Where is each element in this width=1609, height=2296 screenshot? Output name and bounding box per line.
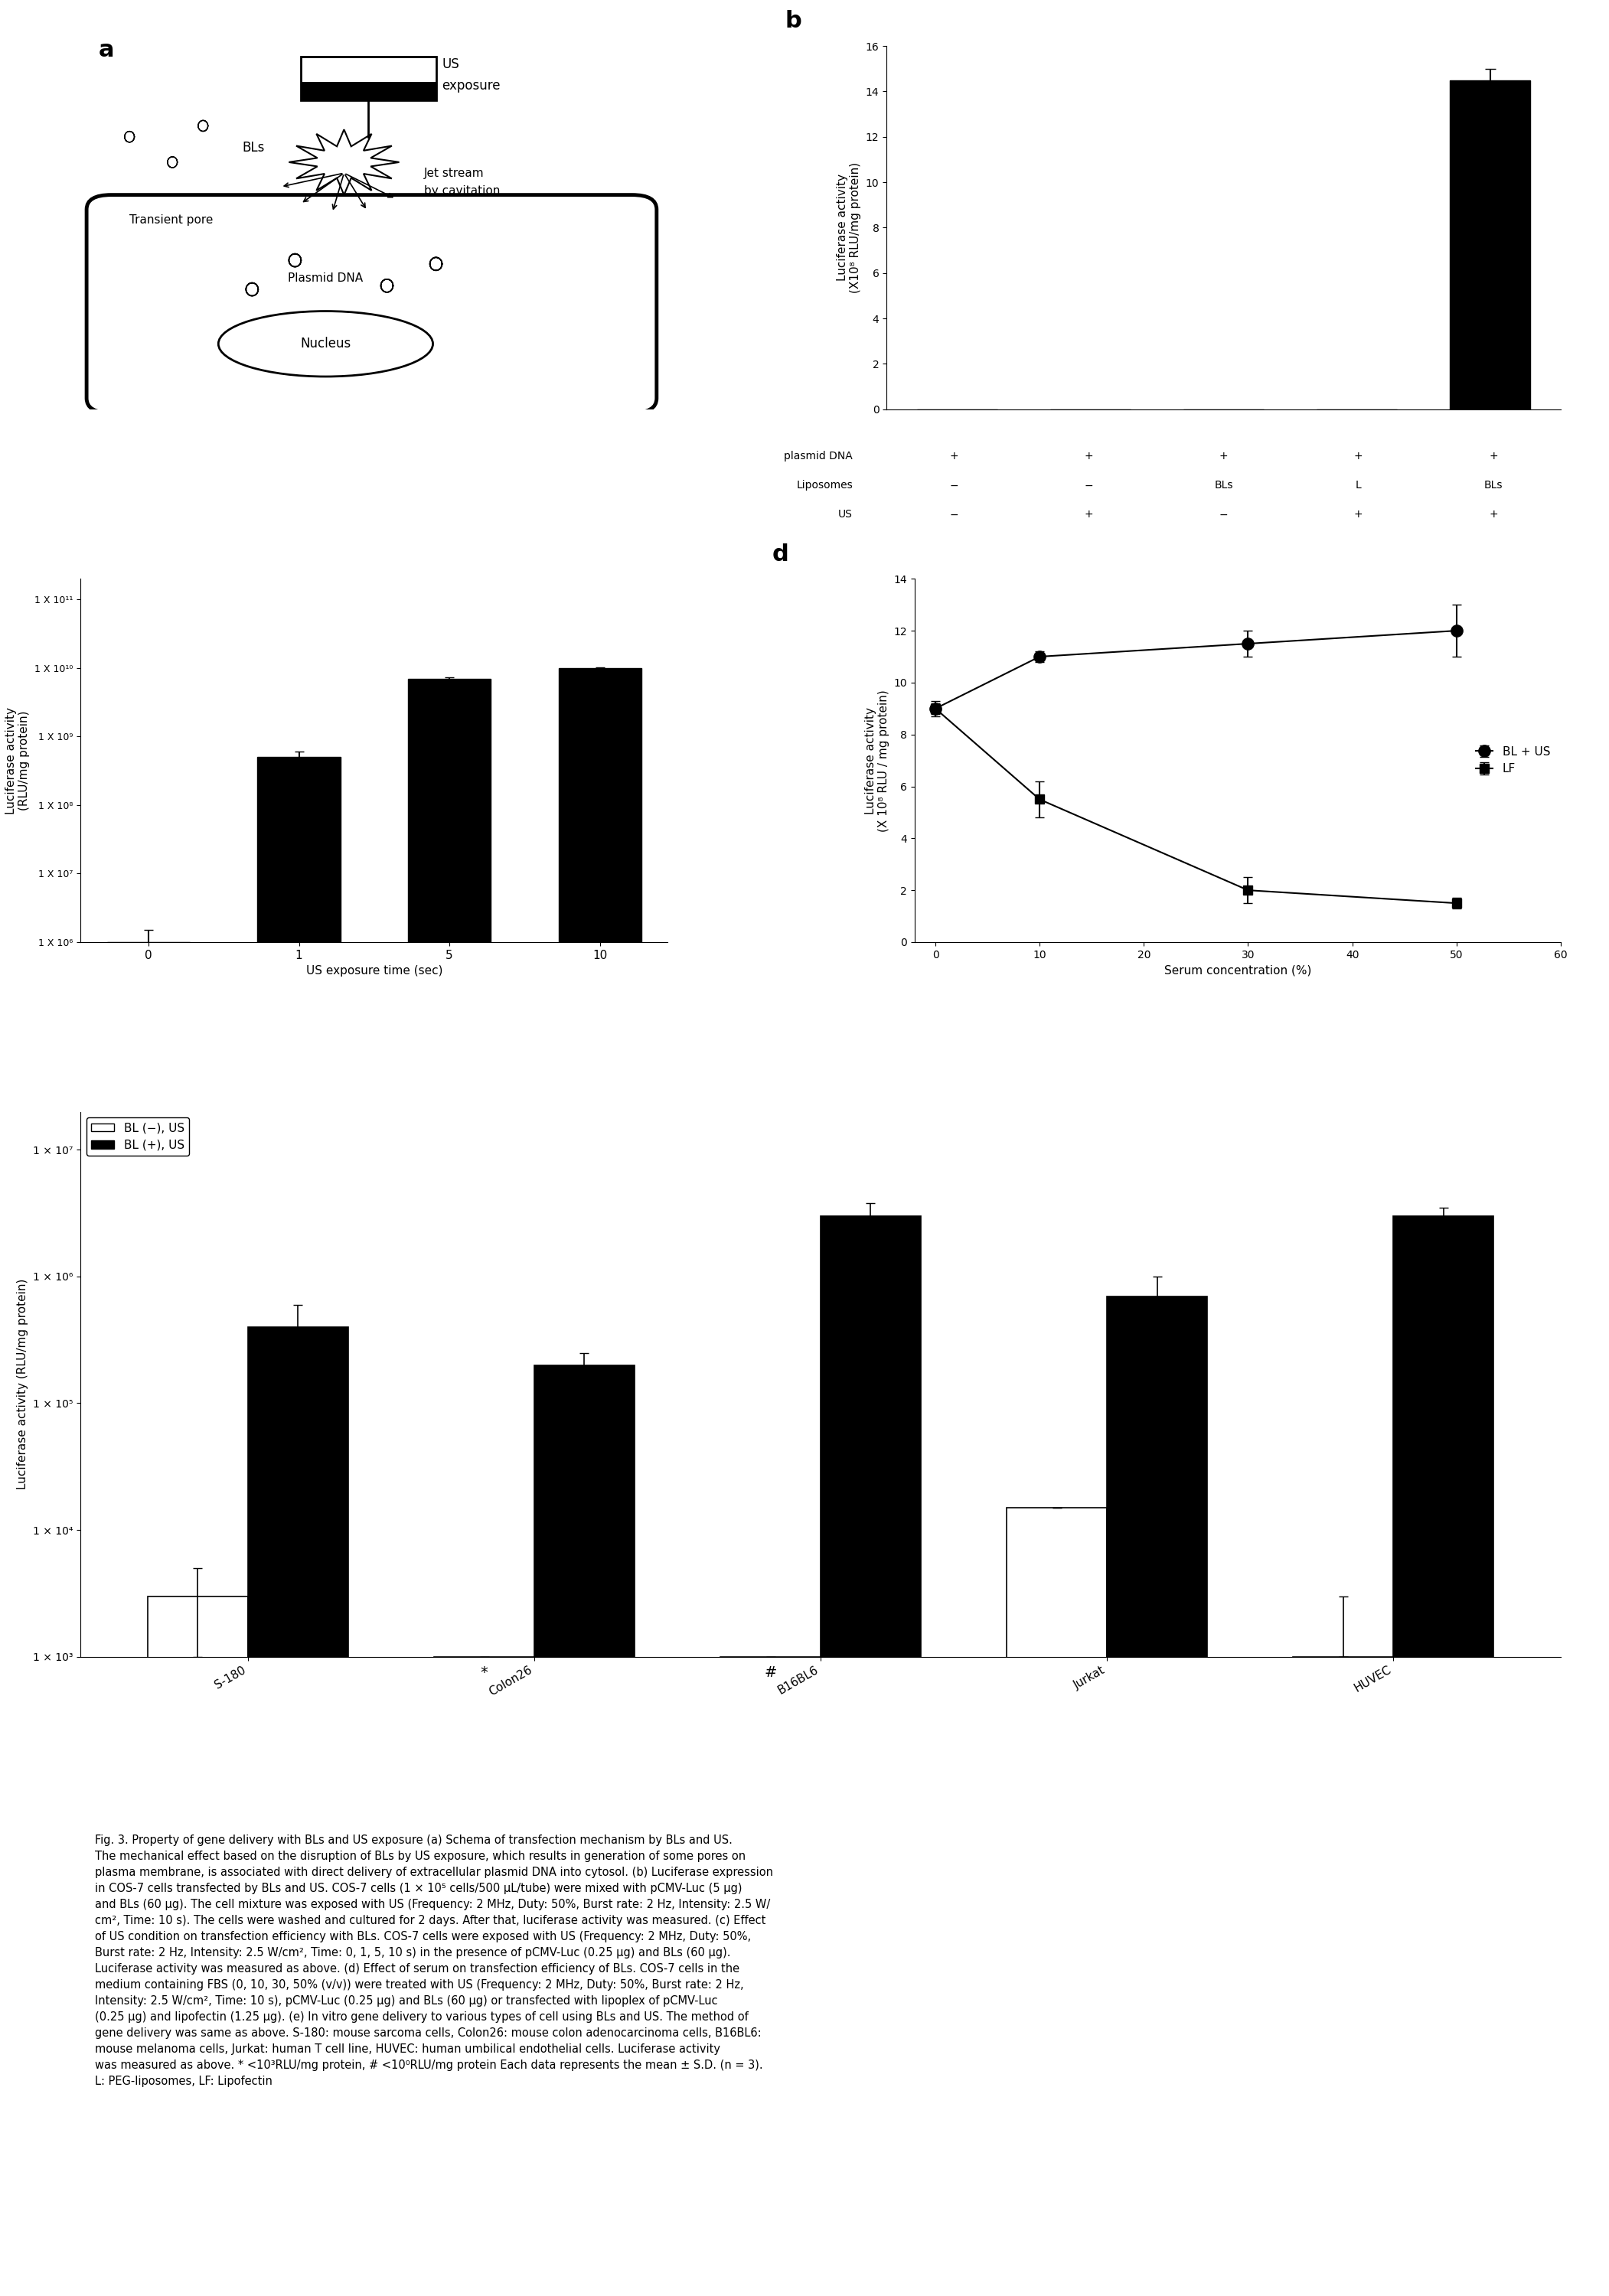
Ellipse shape	[219, 312, 433, 377]
Text: d: d	[772, 544, 788, 565]
Text: −: −	[1084, 480, 1093, 491]
Text: +: +	[1355, 450, 1363, 461]
Text: *: *	[481, 1665, 488, 1681]
Bar	[257, 758, 341, 2296]
X-axis label: Serum concentration (%): Serum concentration (%)	[1163, 964, 1311, 976]
FancyBboxPatch shape	[87, 195, 656, 413]
Text: BLs: BLs	[1483, 480, 1503, 491]
Bar	[301, 57, 436, 101]
Text: #: #	[764, 1665, 777, 1681]
Legend: BL (−), US, BL (+), US: BL (−), US, BL (+), US	[87, 1118, 188, 1155]
Text: Nucleus: Nucleus	[301, 338, 351, 351]
Text: Transient pore: Transient pore	[129, 214, 214, 225]
Bar	[1107, 1297, 1207, 2296]
Bar	[1007, 1508, 1107, 2296]
Bar	[821, 1217, 920, 2296]
Text: +: +	[1084, 450, 1093, 461]
Text: BLs: BLs	[241, 140, 264, 154]
Legend: BL + US, LF: BL + US, LF	[1471, 742, 1554, 781]
Text: +: +	[1488, 510, 1498, 519]
Text: Jet stream: Jet stream	[423, 168, 484, 179]
Y-axis label: Luciferase activity
(RLU/mg protein): Luciferase activity (RLU/mg protein)	[5, 707, 31, 815]
Text: +: +	[949, 450, 959, 461]
Y-axis label: Luciferase activity
(X 10⁸ RLU / mg protein): Luciferase activity (X 10⁸ RLU / mg prot…	[864, 689, 890, 831]
Text: exposure: exposure	[442, 78, 500, 92]
Polygon shape	[290, 129, 399, 195]
Bar	[108, 941, 190, 2296]
Bar	[1393, 1217, 1493, 2296]
Y-axis label: Luciferase activity (RLU/mg protein): Luciferase activity (RLU/mg protein)	[18, 1279, 29, 1490]
Bar	[148, 1596, 248, 2296]
Text: +: +	[1084, 510, 1093, 519]
Text: +: +	[1355, 510, 1363, 519]
Text: −: −	[1220, 510, 1228, 519]
Text: +: +	[1488, 450, 1498, 461]
Text: Plasmid DNA: Plasmid DNA	[288, 273, 364, 285]
Text: BLs: BLs	[1215, 480, 1232, 491]
Text: +: +	[1220, 450, 1228, 461]
Text: plasmid DNA: plasmid DNA	[784, 450, 853, 461]
Text: US: US	[838, 510, 853, 519]
Bar	[721, 1658, 821, 2296]
Text: b: b	[785, 9, 801, 32]
Text: −: −	[949, 510, 959, 519]
Text: Liposomes: Liposomes	[796, 480, 853, 491]
Text: L: L	[1355, 480, 1361, 491]
Bar	[1294, 1658, 1393, 2296]
Text: by cavitation: by cavitation	[423, 186, 500, 197]
Bar	[558, 668, 640, 2296]
Bar	[248, 1327, 348, 2296]
X-axis label: US exposure time (sec): US exposure time (sec)	[306, 964, 442, 976]
Bar	[434, 1658, 534, 2296]
Bar	[534, 1366, 634, 2296]
Bar	[301, 83, 436, 101]
Text: a: a	[98, 39, 114, 62]
Bar	[409, 680, 491, 2296]
Bar	[1450, 80, 1530, 409]
Text: Fig. 3. Property of gene delivery with BLs and US exposure (a) Schema of transfe: Fig. 3. Property of gene delivery with B…	[95, 1835, 774, 2087]
Text: US: US	[442, 57, 460, 71]
Y-axis label: Luciferase activity
(X10⁸ RLU/mg protein): Luciferase activity (X10⁸ RLU/mg protein…	[837, 163, 861, 294]
Text: −: −	[949, 480, 959, 491]
